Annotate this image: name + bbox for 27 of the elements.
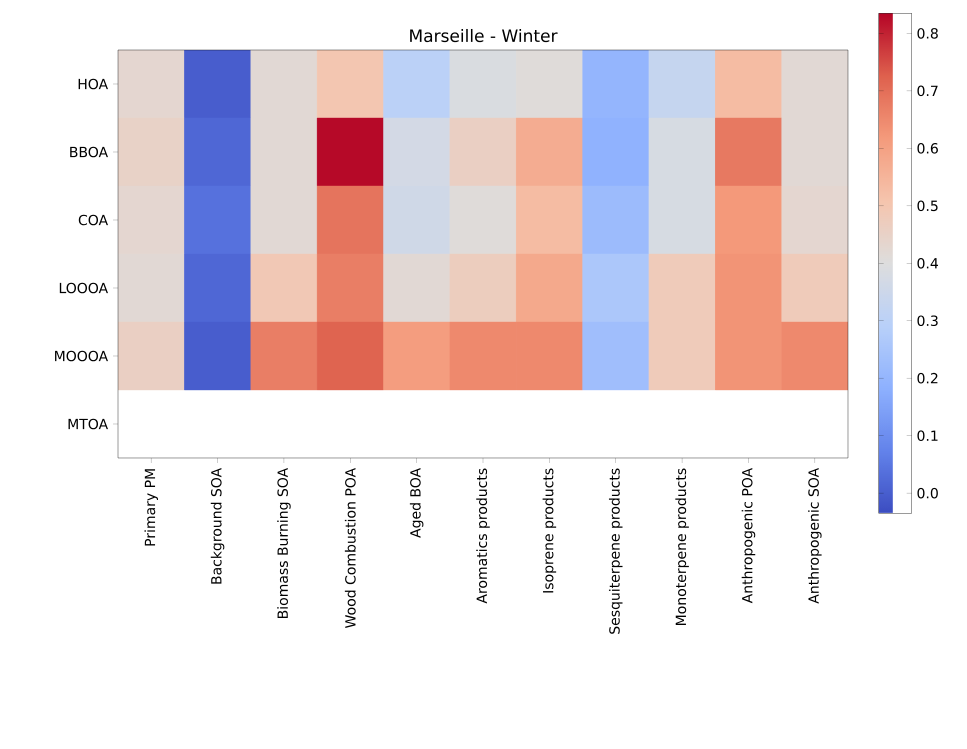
y-tick-label: HOA [78,78,108,90]
color-bar-label: 0.0 [917,488,938,498]
x-tick-label: Wood Combustion POA [344,468,356,628]
y-tick-label: COA [78,214,108,226]
y-tick-label: BBOA [70,146,108,158]
color-bar-label: 0.4 [917,258,938,269]
x-tick-label: Sesquiterpene products [608,468,623,634]
x-tick-label: Monoterpene products [675,468,689,625]
color-bar-label: 0.2 [917,372,938,384]
chart-title: Marseille - Winter [410,28,558,42]
x-tick-label: Background SOA [210,468,224,584]
x-tick-label: Anthropogenic SOA [808,468,822,604]
x-tick-label: Biomass Burning SOA [277,468,291,618]
x-tick-label: Anthropogenic POA [742,468,756,604]
y-tick-label: MOOOA [55,350,108,362]
y-tick-label: LOOOA [60,282,108,294]
color-bar-label: 0.1 [917,430,938,441]
color-bar-label: 0.8 [917,28,938,39]
x-tick-label: Isoprene products [542,468,556,592]
color-bar-label: 0.6 [917,143,938,154]
color-bar-label: 0.3 [917,315,938,326]
x-tick-label: Aromatics products [476,468,490,604]
x-tick-label: Aged BOA [410,468,424,538]
color-bar-label: 0.7 [917,86,938,96]
y-tick-label: MTOA [68,418,108,430]
color-bar-label: 0.5 [917,200,938,212]
x-tick-label: Primary PM [144,469,158,546]
